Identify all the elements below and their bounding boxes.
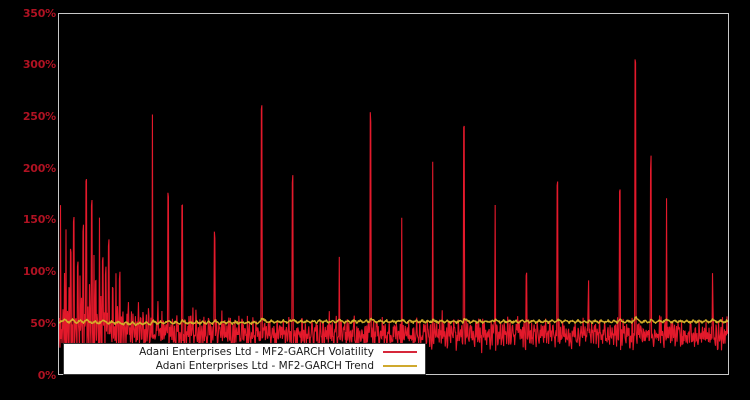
series-volatility-line: [59, 59, 728, 355]
legend-swatch-trend: [383, 365, 417, 367]
y-tick-200: 200%: [22, 161, 56, 175]
plot-area: [58, 13, 729, 375]
legend-label-trend: Adani Enterprises Ltd - MF2-GARCH Trend: [155, 360, 374, 372]
y-tick-350: 350%: [22, 6, 56, 20]
legend-item-volatility: Adani Enterprises Ltd - MF2-GARCH Volati…: [64, 345, 425, 359]
y-tick-50: 50%: [30, 316, 56, 330]
legend-swatch-volatility: [383, 351, 417, 353]
y-tick-300: 300%: [22, 58, 56, 72]
legend-label-volatility: Adani Enterprises Ltd - MF2-GARCH Volati…: [139, 346, 374, 358]
y-tick-250: 250%: [22, 109, 56, 123]
y-tick-100: 100%: [22, 265, 56, 279]
series-trend-line: [59, 317, 728, 326]
legend-item-trend: Adani Enterprises Ltd - MF2-GARCH Trend: [64, 359, 425, 373]
plot-svg: [59, 14, 728, 374]
y-axis-tick-labels: 0% 50% 100% 150% 200% 250% 300% 350%: [0, 0, 56, 400]
y-tick-150: 150%: [22, 213, 56, 227]
chart-legend: Adani Enterprises Ltd - MF2-GARCH Volati…: [63, 343, 426, 375]
y-tick-0: 0%: [37, 368, 56, 382]
